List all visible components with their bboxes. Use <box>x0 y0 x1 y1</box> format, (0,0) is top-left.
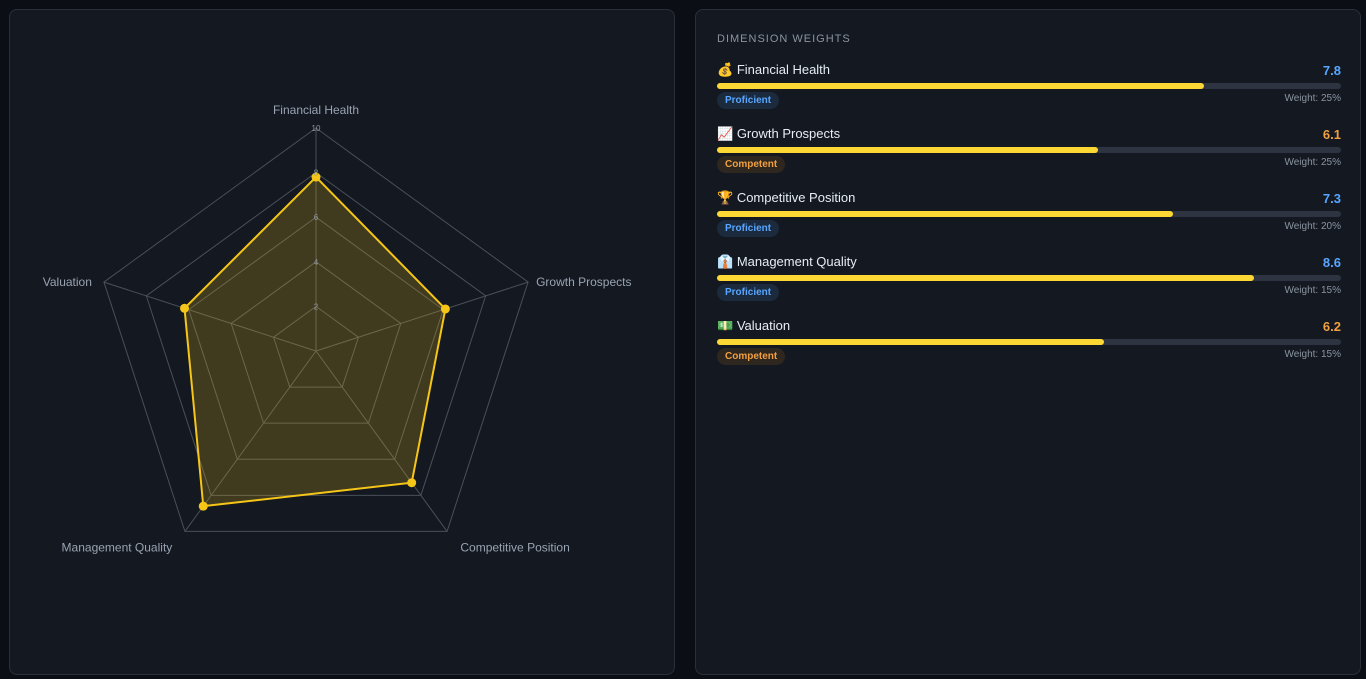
data-point <box>407 478 417 488</box>
grid-spoke <box>315 350 448 532</box>
score-bar <box>717 211 1341 217</box>
dimension-row: 💰 Financial Health 7.8 Proficient Weight: … <box>717 61 1341 109</box>
tick-label: 2 <box>314 302 319 311</box>
dimension-row: 📈 Growth Prospects 6.1 Competent Weight: 2… <box>717 125 1341 173</box>
dimension-label: Financial Health <box>736 62 831 77</box>
dimension-icon: 📈 <box>717 126 734 141</box>
axis-label: Valuation <box>43 275 92 289</box>
data-point <box>198 501 208 511</box>
dimension-icon: 💵 <box>717 318 734 333</box>
score-bar-fill <box>717 275 1254 281</box>
dimension-icon: 👔 <box>717 254 734 269</box>
tick-label: 10 <box>312 124 321 133</box>
dimension-score: 7.3 <box>1322 190 1341 206</box>
weight-label: Weight: 15% <box>1284 285 1341 296</box>
weight-label: Weight: 20% <box>1284 221 1341 232</box>
weight-label: Weight: 25% <box>1284 93 1341 104</box>
level-badge: Competent <box>717 348 786 365</box>
data-point <box>180 303 190 313</box>
dimension-icon: 🏆 <box>717 190 734 205</box>
level-badge: Competent <box>717 156 786 173</box>
score-bar <box>717 339 1341 345</box>
axis-label: Management Quality <box>62 540 173 554</box>
dimension-label: Management Quality <box>736 254 857 269</box>
dimension-score: 6.2 <box>1322 318 1341 334</box>
score-bar <box>717 275 1341 281</box>
grid-spoke <box>103 281 317 352</box>
dimension-label: Valuation <box>736 318 791 333</box>
level-badge: Proficient <box>717 220 780 237</box>
axis-label: Competitive Position <box>460 540 569 554</box>
dimension-row: 🏆 Competitive Position 7.3 Proficient Weig… <box>717 189 1341 237</box>
grid-ring <box>103 127 529 532</box>
grid-spoke <box>184 350 317 532</box>
score-bar-fill <box>717 339 1104 345</box>
dimension-icon: 💰 <box>717 62 734 77</box>
score-bar <box>717 147 1341 153</box>
tick-label: 6 <box>314 213 319 222</box>
tick-label: 8 <box>314 169 319 178</box>
score-bar-fill <box>717 147 1098 153</box>
dimension-weights-panel: DIMENSION WEIGHTS 💰 Financial Health 7.8 … <box>695 9 1361 675</box>
dimension-row: 👔 Management Quality 8.6 Proficient Weight… <box>717 253 1341 301</box>
score-bar-fill <box>717 211 1173 217</box>
dimension-score: 6.1 <box>1322 126 1341 142</box>
axis-label: Growth Prospects <box>536 275 631 289</box>
data-point <box>311 172 321 182</box>
weight-label: Weight: 15% <box>1284 349 1341 360</box>
grid-ring <box>230 261 402 424</box>
grid-ring <box>272 305 360 388</box>
dimension-label: Growth Prospects <box>736 126 841 141</box>
axis-label: Financial Health <box>273 103 359 117</box>
dimension-score: 7.8 <box>1322 62 1341 78</box>
data-point <box>440 304 450 314</box>
dimension-label: Competitive Position <box>736 190 856 205</box>
score-bar <box>717 83 1341 89</box>
data-area <box>183 175 447 508</box>
grid-ring <box>145 171 487 496</box>
dimension-row: 💵 Valuation 6.2 Competent Weight: 15% <box>717 317 1341 365</box>
grid-spoke <box>315 281 529 352</box>
level-badge: Proficient <box>717 92 780 109</box>
tick-label: 4 <box>314 258 319 267</box>
panel-title: DIMENSION WEIGHTS <box>717 33 851 45</box>
radar-chart-panel: 2 4 6 8 10 Financial Health Growth Prospects Co… <box>9 9 675 675</box>
grid-ring <box>188 216 444 460</box>
weight-label: Weight: 25% <box>1284 157 1341 168</box>
level-badge: Proficient <box>717 284 780 301</box>
radar-chart: 2 4 6 8 10 Financial Health Growth Prospects Co… <box>43 103 632 554</box>
score-bar-fill <box>717 83 1204 89</box>
dimension-score: 8.6 <box>1322 254 1341 270</box>
